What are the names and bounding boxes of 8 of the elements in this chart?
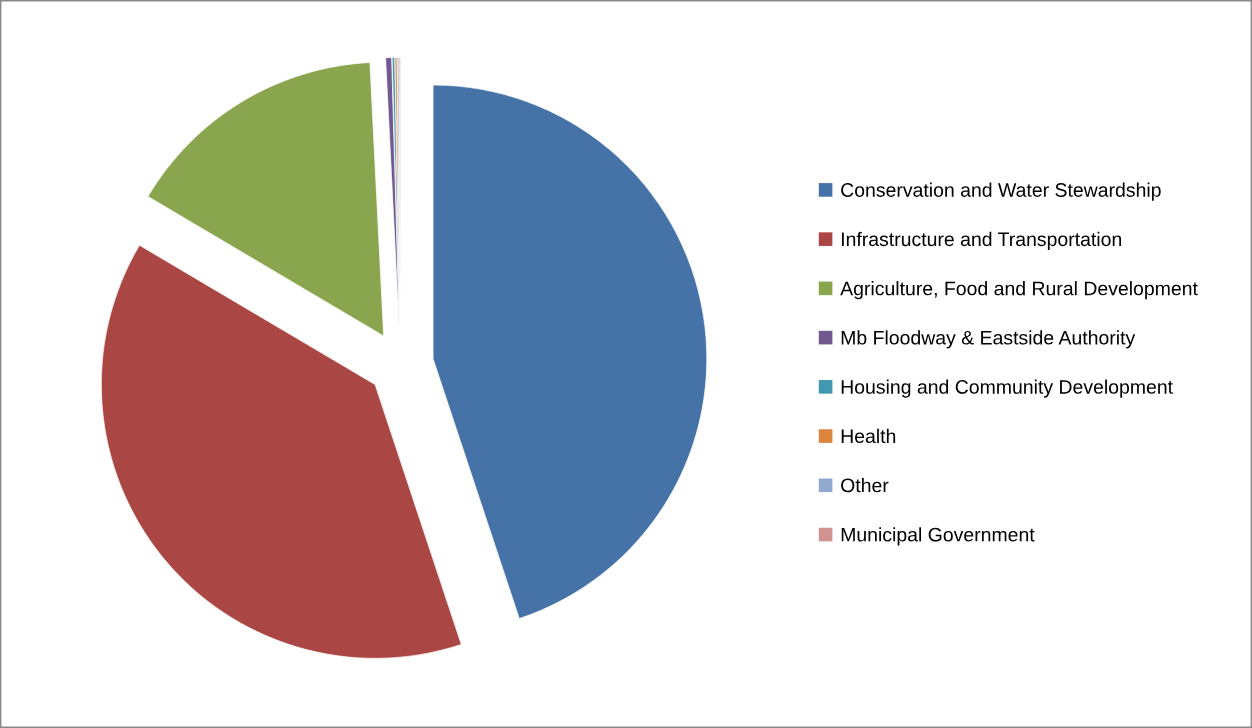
legend-label: Housing and Community Development xyxy=(841,379,1173,398)
legend-label: Other xyxy=(841,478,889,493)
legend-label: Health xyxy=(841,428,896,444)
legend-label: Infrastructure and Transportation xyxy=(841,231,1122,250)
legend-label: Mb Floodway & Eastside Authority xyxy=(841,330,1136,349)
legend-label: Conservation and Water Stewardship xyxy=(841,182,1161,201)
legend-label: Municipal Government xyxy=(841,527,1035,546)
legend-label: Agriculture, Food and Rural Development xyxy=(840,281,1198,300)
